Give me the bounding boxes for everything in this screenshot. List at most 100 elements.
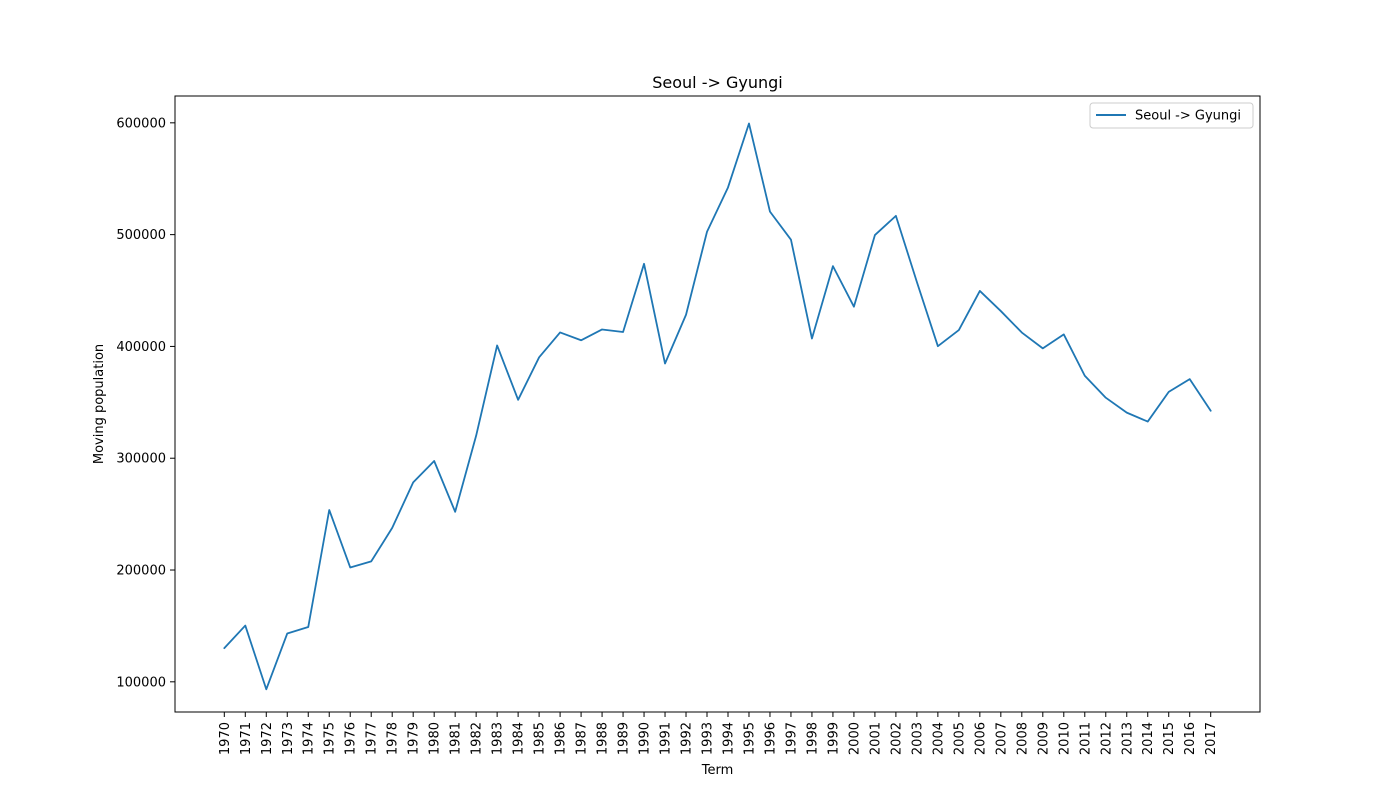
x-tick-label: 2013 xyxy=(1120,722,1135,755)
data-point xyxy=(538,356,540,358)
x-tick-label: 2001 xyxy=(868,722,883,755)
x-tick-label: 2012 xyxy=(1099,722,1114,755)
x-tick-label: 2015 xyxy=(1162,722,1177,755)
data-point xyxy=(832,265,834,267)
data-point xyxy=(433,460,435,462)
data-point xyxy=(1189,378,1191,380)
data-point xyxy=(622,331,624,333)
x-tick-label: 1992 xyxy=(680,722,695,755)
data-point xyxy=(1063,333,1065,335)
data-point xyxy=(643,263,645,265)
x-tick-label: 2008 xyxy=(1015,722,1030,755)
x-tick-label: 2003 xyxy=(910,722,925,755)
x-tick-label: 2009 xyxy=(1036,722,1051,755)
x-tick-label: 1998 xyxy=(805,722,820,755)
data-point xyxy=(1126,412,1128,414)
data-point xyxy=(370,560,372,562)
data-point xyxy=(307,626,309,628)
x-tick-label: 1980 xyxy=(428,722,443,755)
y-tick-label: 100000 xyxy=(116,675,166,690)
data-point xyxy=(727,186,729,188)
data-point xyxy=(979,290,981,292)
x-tick-label: 1995 xyxy=(742,722,757,755)
data-point xyxy=(559,331,561,333)
x-tick-label: 1994 xyxy=(721,722,736,755)
y-tick-label: 200000 xyxy=(116,564,166,579)
data-point xyxy=(286,632,288,634)
data-point xyxy=(937,345,939,347)
x-tick-label: 1971 xyxy=(239,722,254,755)
x-tick-label: 1993 xyxy=(701,722,716,755)
x-tick-label: 1983 xyxy=(491,722,506,755)
data-point xyxy=(895,215,897,217)
x-tick-label: 1978 xyxy=(386,722,401,755)
x-tick-label: 2014 xyxy=(1141,722,1156,755)
x-tick-label: 1976 xyxy=(344,722,359,755)
data-point xyxy=(916,281,918,283)
data-point xyxy=(664,363,666,365)
data-point xyxy=(601,328,603,330)
data-point xyxy=(1084,375,1086,377)
x-tick-label: 1989 xyxy=(617,722,632,755)
x-tick-label: 1984 xyxy=(512,722,527,755)
chart-title: Seoul -> Gyungi xyxy=(652,73,782,92)
data-point xyxy=(958,329,960,331)
x-tick-label: 1988 xyxy=(596,722,611,755)
data-point xyxy=(685,314,687,316)
plot-area-frame xyxy=(174,95,1261,713)
x-tick-label: 2007 xyxy=(994,722,1009,755)
legend-box xyxy=(1089,102,1254,129)
x-tick-label: 1974 xyxy=(302,722,317,755)
x-tick-label: 1986 xyxy=(554,722,569,755)
x-tick-label: 2000 xyxy=(847,722,862,755)
x-tick-label: 1979 xyxy=(407,722,422,755)
x-tick-label: 1973 xyxy=(281,722,296,755)
data-point xyxy=(1147,421,1149,423)
x-tick-label: 1985 xyxy=(533,722,548,755)
x-tick-label: 1981 xyxy=(449,722,464,755)
data-point xyxy=(1168,391,1170,393)
x-tick-label: 2006 xyxy=(973,722,988,755)
data-point xyxy=(1210,410,1212,412)
x-tick-label: 1975 xyxy=(323,722,338,755)
legend: Seoul -> Gyungi xyxy=(1089,102,1254,129)
data-point xyxy=(391,527,393,529)
y-tick-label: 600000 xyxy=(116,116,166,131)
x-tick-label: 2016 xyxy=(1183,722,1198,755)
y-tick-label: 400000 xyxy=(116,340,166,355)
x-axis: 1970 1971 1972 1973 1974 1975 1976 1977 1978 1979… xyxy=(218,712,1219,755)
data-point xyxy=(1000,310,1002,312)
x-tick-label: 1972 xyxy=(260,722,275,755)
series-layer xyxy=(223,122,1212,691)
data-point xyxy=(769,211,771,213)
data-point xyxy=(853,306,855,308)
data-point xyxy=(265,688,267,690)
data-point xyxy=(475,435,477,437)
legend-label: Seoul -> Gyungi xyxy=(1135,109,1241,124)
x-axis-label: Term xyxy=(701,763,734,778)
data-point xyxy=(1021,332,1023,334)
y-axis: 100000 200000 300000 400000 500000 600000 xyxy=(116,116,175,690)
data-point xyxy=(517,399,519,401)
x-tick-label: 1996 xyxy=(763,722,778,755)
x-tick-label: 1999 xyxy=(826,722,841,755)
data-point xyxy=(748,122,750,124)
x-tick-label: 2010 xyxy=(1057,722,1072,755)
data-point xyxy=(790,239,792,241)
data-point xyxy=(1042,347,1044,349)
x-tick-label: 1991 xyxy=(659,722,674,755)
data-point xyxy=(496,344,498,346)
data-point xyxy=(223,647,225,649)
data-point xyxy=(454,511,456,513)
data-point xyxy=(580,339,582,341)
series-line xyxy=(223,122,1212,691)
x-tick-label: 1997 xyxy=(784,722,799,755)
y-tick-label: 300000 xyxy=(116,452,166,467)
data-point xyxy=(706,231,708,233)
data-point xyxy=(349,566,351,568)
x-tick-label: 1970 xyxy=(218,722,233,755)
y-axis-label: Moving population xyxy=(92,344,107,464)
data-point xyxy=(874,234,876,236)
data-point xyxy=(811,338,813,340)
